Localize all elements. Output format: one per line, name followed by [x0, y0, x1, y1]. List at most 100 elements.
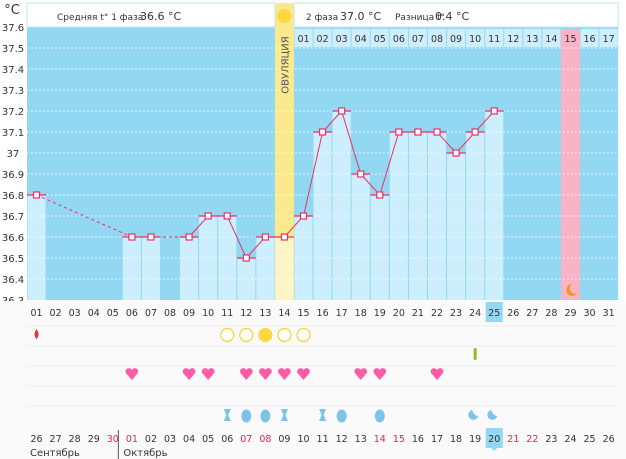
temperature-point-day-15[interactable] — [299, 212, 308, 220]
calendar-date-label[interactable]: 25 — [584, 434, 596, 445]
calendar-date-label[interactable]: 22 — [526, 434, 538, 445]
calendar-date-label[interactable]: 15 — [393, 434, 405, 445]
calendar-date-label[interactable]: 04 — [183, 434, 195, 445]
calendar-date-label[interactable]: 09 — [278, 434, 290, 445]
calendar-date-label[interactable]: 23 — [545, 434, 557, 445]
calendar-date-label[interactable]: 17 — [431, 434, 443, 445]
phase2-day-cell — [580, 29, 599, 47]
cycle-day-label[interactable]: 02 — [50, 308, 62, 319]
calendar-date-label[interactable]: 12 — [336, 434, 348, 445]
phase2-day-label: 16 — [584, 34, 596, 45]
cycle-day-label[interactable]: 12 — [240, 308, 252, 319]
calendar-date-label[interactable]: 05 — [202, 434, 214, 445]
cycle-day-label[interactable]: 31 — [603, 308, 615, 319]
temperature-point-day-13[interactable] — [261, 233, 269, 241]
calendar-date-label[interactable]: 26 — [603, 434, 615, 445]
calendar-date-label[interactable]: 20 — [488, 434, 500, 445]
temperature-point-day-19[interactable] — [376, 191, 384, 199]
y-tick-label: 36.9 — [2, 170, 24, 181]
temperature-point-day-14[interactable] — [280, 233, 289, 241]
cycle-day-label[interactable]: 26 — [507, 308, 519, 319]
cycle-day-label[interactable]: 18 — [355, 308, 367, 319]
calendar-date-label[interactable]: 28 — [69, 434, 81, 445]
temperature-point-day-24[interactable] — [471, 128, 479, 136]
cycle-day-label[interactable]: 27 — [526, 308, 538, 319]
cycle-day-label[interactable]: 19 — [374, 308, 386, 319]
calendar-date-label[interactable]: 02 — [145, 434, 157, 445]
calendar-date-label[interactable]: 16 — [412, 434, 424, 445]
cycle-day-label[interactable]: 24 — [469, 308, 481, 319]
phase2-day-cell — [466, 29, 485, 47]
phase2-day-cell — [408, 29, 427, 47]
temperature-point-day-11[interactable] — [223, 212, 231, 220]
cycle-day-label[interactable]: 23 — [450, 308, 462, 319]
cycle-day-label[interactable]: 28 — [545, 308, 557, 319]
calendar-date-label[interactable]: 26 — [30, 434, 42, 445]
temperature-point-day-20[interactable] — [395, 128, 403, 136]
cycle-day-label[interactable]: 22 — [431, 308, 443, 319]
calendar-date-label[interactable]: 06 — [221, 434, 233, 445]
cycle-day-label[interactable]: 08 — [164, 308, 176, 319]
cycle-day-label[interactable]: 14 — [278, 308, 290, 319]
cycle-day-label[interactable]: 07 — [145, 308, 157, 319]
cycle-day-label[interactable]: 15 — [297, 308, 309, 319]
phase2-day-cell — [447, 29, 466, 47]
calendar-date-label[interactable]: 03 — [164, 434, 176, 445]
calendar-date-label[interactable]: 30 — [107, 434, 119, 445]
phase1-header — [26, 2, 276, 28]
temperature-line — [379, 131, 400, 196]
temperature-point-day-9[interactable] — [185, 233, 193, 241]
calendar-date-label[interactable]: 24 — [564, 434, 576, 445]
temperature-bar-day-7 — [141, 237, 160, 300]
cycle-day-label[interactable]: 05 — [107, 308, 119, 319]
drop-discharge-icon — [260, 409, 271, 423]
calendar-date-label[interactable]: 14 — [374, 434, 386, 445]
phase2-day-cell — [427, 29, 447, 47]
cycle-day-label[interactable]: 06 — [126, 308, 138, 319]
cycle-day-label[interactable]: 11 — [221, 308, 233, 319]
calendar-date-label[interactable]: 11 — [317, 434, 329, 445]
calendar-date-label[interactable]: 13 — [355, 434, 367, 445]
temperature-line-dashed — [36, 194, 133, 238]
temperature-point-day-17[interactable] — [338, 107, 346, 115]
calendar-date-label[interactable]: 10 — [297, 434, 309, 445]
cycle-day-label[interactable]: 09 — [183, 308, 195, 319]
cycle-day-label[interactable]: 13 — [259, 308, 271, 319]
cycle-day-label[interactable]: 25 — [488, 308, 500, 319]
temperature-point-day-23[interactable] — [452, 149, 460, 157]
temperature-point-day-1[interactable] — [32, 191, 41, 199]
phase2-day-label: 07 — [412, 34, 424, 45]
temperature-point-day-10[interactable] — [204, 212, 212, 220]
calendar-date-label[interactable]: 29 — [88, 434, 100, 445]
cycle-day-label[interactable]: 29 — [564, 308, 576, 319]
calendar-date-label[interactable]: 07 — [240, 434, 252, 445]
calendar-date-label[interactable]: 19 — [469, 434, 481, 445]
cycle-day-label[interactable]: 04 — [88, 308, 100, 319]
cycle-day-label[interactable]: 30 — [584, 308, 596, 319]
temperature-point-day-7[interactable] — [147, 233, 155, 241]
phase2-day-label: 13 — [526, 34, 538, 45]
calendar-date-label[interactable]: 01 — [126, 434, 138, 445]
cycle-day-label[interactable]: 21 — [412, 308, 424, 319]
y-tick-label: 37.3 — [2, 86, 24, 97]
calendar-date-label[interactable]: 21 — [507, 434, 519, 445]
temperature-point-day-16[interactable] — [318, 128, 327, 136]
cycle-day-label[interactable]: 17 — [336, 308, 348, 319]
cycle-day-label[interactable]: 10 — [202, 308, 214, 319]
cycle-day-label[interactable]: 20 — [393, 308, 405, 319]
temperature-point-day-6[interactable] — [128, 233, 136, 241]
temperature-point-day-25[interactable] — [490, 107, 498, 115]
temperature-point-day-12[interactable] — [242, 254, 250, 262]
temperature-point-day-18[interactable] — [357, 170, 365, 178]
phase2-day-label: 06 — [393, 34, 405, 45]
y-tick-label: 37.5 — [2, 44, 24, 55]
cycle-day-label[interactable]: 03 — [69, 308, 81, 319]
calendar-date-label[interactable]: 08 — [259, 434, 271, 445]
phase1-label: Средняя t° 1 фаза — [57, 13, 143, 23]
calendar-date-label[interactable]: 18 — [450, 434, 462, 445]
cycle-day-label[interactable]: 16 — [317, 308, 329, 319]
temperature-point-day-21[interactable] — [414, 128, 422, 136]
temperature-point-day-22[interactable] — [433, 128, 441, 136]
calendar-date-label[interactable]: 27 — [50, 434, 62, 445]
cycle-day-label[interactable]: 01 — [30, 308, 42, 319]
